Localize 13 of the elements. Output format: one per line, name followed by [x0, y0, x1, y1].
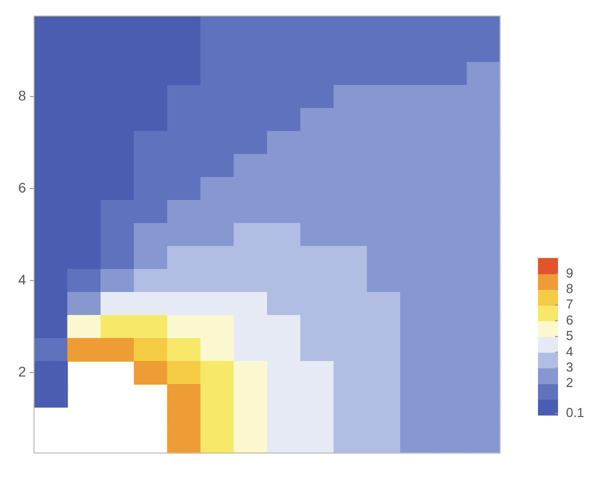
color-bar-label: 7: [566, 296, 574, 312]
y-tick-label: 8: [18, 87, 26, 104]
color-bar-label: 3: [566, 359, 574, 374]
color-bar-label: 8: [566, 280, 574, 296]
color-bar-label: 9: [566, 265, 574, 280]
y-tick-label: 2: [18, 363, 26, 380]
color-bar-label: 0.1: [566, 405, 584, 420]
color-bar-label: 2: [566, 375, 574, 390]
color-bar-label: 5: [566, 328, 574, 344]
color-bar-label: 4: [566, 344, 574, 359]
y-tick-label: 6: [18, 179, 26, 196]
color-bar-label: 6: [566, 312, 574, 328]
y-tick-label: 4: [18, 271, 26, 288]
